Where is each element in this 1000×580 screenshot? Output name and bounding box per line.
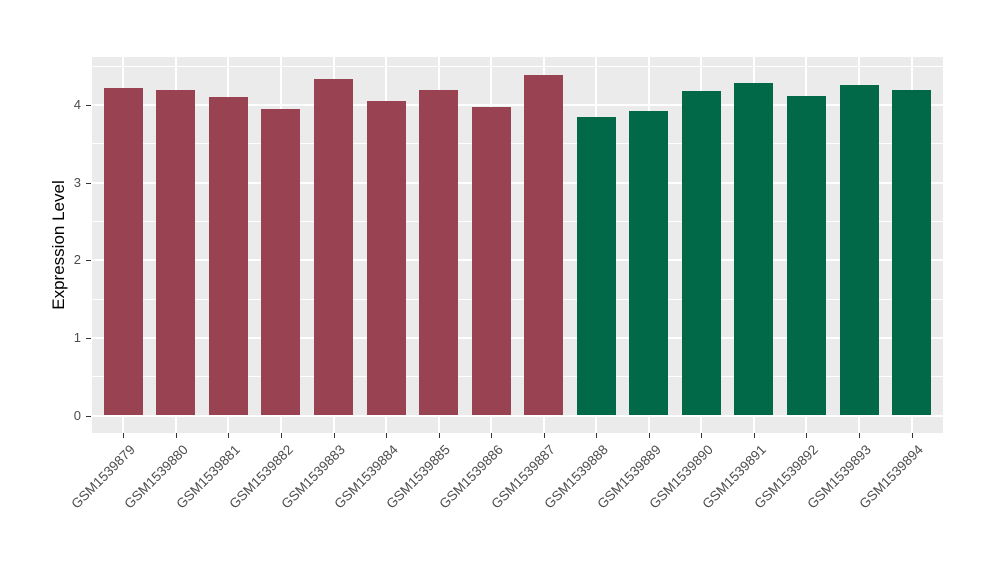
gridline-major-y xyxy=(92,259,943,262)
x-tick-mark xyxy=(859,433,860,438)
bar-GSM1539892 xyxy=(786,95,826,416)
x-tick-mark xyxy=(701,433,703,438)
y-tick-label: 2 xyxy=(73,252,81,268)
y-tick-label: 4 xyxy=(73,97,81,113)
gridline-minor-y xyxy=(92,65,943,67)
bar-GSM1539879 xyxy=(103,88,143,416)
bar-GSM1539884 xyxy=(366,101,406,416)
bar-GSM1539889 xyxy=(629,111,669,416)
x-tick-mark xyxy=(175,433,177,438)
bar-GSM1539887 xyxy=(524,74,564,416)
x-tick-mark xyxy=(806,433,808,438)
x-tick-mark xyxy=(228,433,230,438)
bar-GSM1539890 xyxy=(681,91,721,416)
y-tick-mark xyxy=(86,260,91,262)
x-tick-mark xyxy=(333,433,335,438)
bar-GSM1539888 xyxy=(576,116,616,416)
bar-GSM1539893 xyxy=(839,84,879,416)
x-tick-mark xyxy=(596,433,598,438)
x-tick-mark xyxy=(911,433,913,438)
gridline-minor-y xyxy=(92,221,943,222)
y-tick-mark xyxy=(86,182,91,184)
y-axis-title: Expression Level xyxy=(49,180,68,310)
bar-GSM1539894 xyxy=(892,90,932,416)
y-tick-label: 3 xyxy=(73,174,81,190)
bar-GSM1539886 xyxy=(471,106,511,416)
y-tick-mark xyxy=(86,105,91,107)
x-tick-mark xyxy=(280,433,282,438)
plot-panel xyxy=(92,57,943,433)
bar-GSM1539880 xyxy=(156,90,196,416)
y-tick-mark xyxy=(86,415,91,417)
x-tick-mark xyxy=(123,433,125,438)
gridline-major-y xyxy=(92,336,943,339)
x-tick-mark xyxy=(438,433,440,438)
y-tick-label: 0 xyxy=(73,407,81,423)
gridline-minor-y xyxy=(92,376,943,378)
bar-GSM1539882 xyxy=(261,108,301,416)
gridline-major-y xyxy=(92,414,943,417)
gridline-major-y xyxy=(92,181,943,184)
x-tick-mark xyxy=(648,433,650,438)
x-tick-mark xyxy=(386,433,388,438)
x-tick-mark xyxy=(491,433,493,438)
bar-GSM1539883 xyxy=(314,79,353,416)
y-tick-label: 1 xyxy=(73,329,81,345)
gridline-minor-y xyxy=(92,143,943,145)
bar-GSM1539881 xyxy=(208,97,248,416)
gridline-major-y xyxy=(92,104,943,107)
gridline-minor-y xyxy=(92,298,943,300)
y-tick-mark xyxy=(86,337,91,339)
x-tick-mark xyxy=(543,433,545,438)
bar-GSM1539885 xyxy=(419,90,459,416)
bar-GSM1539891 xyxy=(734,83,774,416)
x-tick-mark xyxy=(753,433,755,438)
